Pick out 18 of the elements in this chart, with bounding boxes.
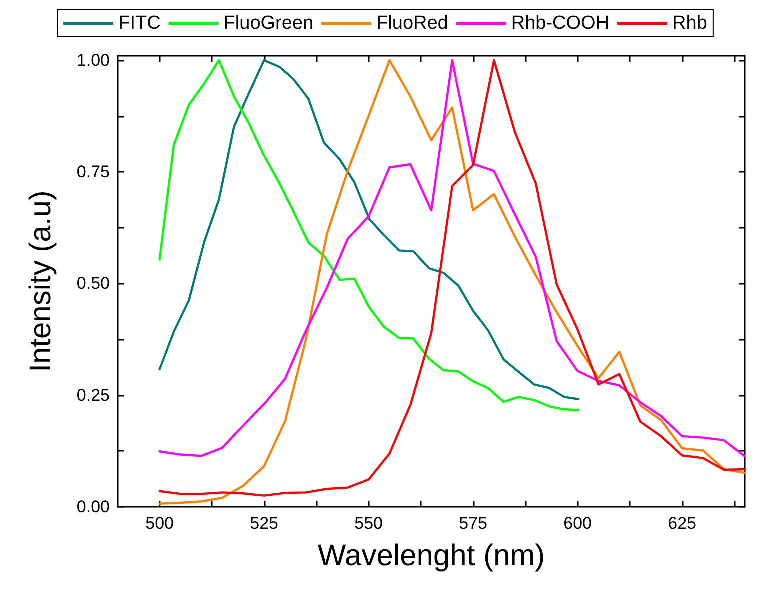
legend-label: Rhb [672,13,708,34]
y-tick-label: 0.50 [76,274,110,294]
legend-label: FluoRed [376,13,448,34]
x-tick-label: 550 [354,514,383,533]
y-axis-title: Intensity (a.u) [24,190,58,372]
x-axis-title: Wavelenght (nm) [318,540,546,572]
y-tick-label: 0.00 [76,498,110,516]
x-tick-label: 600 [564,514,592,533]
y-tick-label: 1.00 [76,50,110,70]
x-tick-label: 625 [668,514,696,533]
x-tick-label: 575 [459,514,488,533]
y-tick-label: 0.75 [76,162,110,182]
legend-label: FITC [118,13,161,34]
y-tick-label: 0.25 [76,386,110,405]
x-tick-label: 500 [146,514,174,533]
x-tick-label: 525 [250,514,278,533]
legend-label: FluoGreen [224,13,314,34]
legend-label: Rhb-COOH [511,13,610,34]
